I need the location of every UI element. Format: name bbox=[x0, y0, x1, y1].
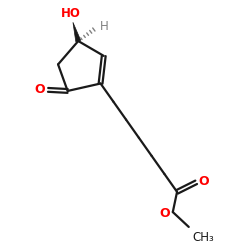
Text: H: H bbox=[100, 20, 108, 33]
Text: O: O bbox=[34, 84, 45, 96]
Polygon shape bbox=[73, 22, 81, 42]
Text: CH₃: CH₃ bbox=[192, 231, 214, 244]
Text: O: O bbox=[199, 175, 209, 188]
Text: HO: HO bbox=[61, 7, 81, 20]
Text: O: O bbox=[159, 207, 170, 220]
